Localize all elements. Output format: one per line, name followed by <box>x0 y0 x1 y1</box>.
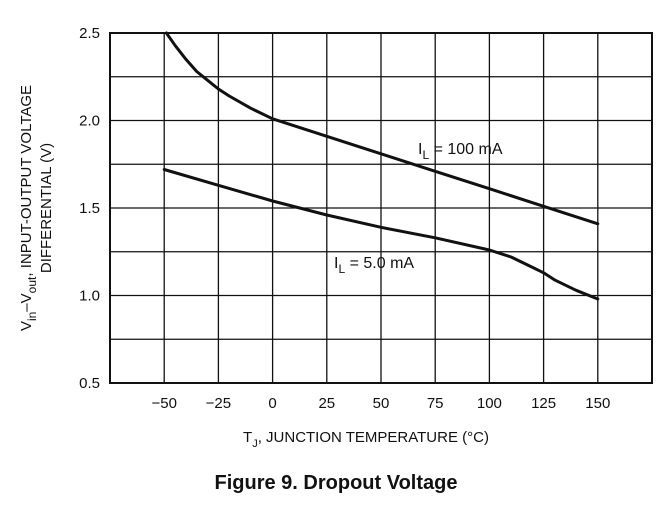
x-tick-label: 100 <box>477 395 502 412</box>
data-series <box>162 31 600 301</box>
y-tick-labels: 0.5 1.0 1.5 2.0 2.5 <box>79 25 100 392</box>
x-tick-label: 50 <box>373 395 390 412</box>
y-tick-label: 1.5 <box>79 200 100 217</box>
y-axis-title-line1: Vin–Vout, INPUT-OUTPUT VOLTAGE <box>18 85 39 331</box>
x-axis-title: TJ, JUNCTION TEMPERATURE (°C) <box>243 429 489 450</box>
x-tick-label: −25 <box>206 395 231 412</box>
y-axis-title: Vin–Vout, INPUT-OUTPUT VOLTAGE DIFFERENT… <box>18 85 55 331</box>
y-tick-label: 1.0 <box>79 288 100 305</box>
series-label-5ma: IL = 5.0 mA <box>334 255 414 276</box>
x-tick-label: 150 <box>585 395 610 412</box>
plot-frame <box>109 32 653 384</box>
x-tick-label: 125 <box>531 395 556 412</box>
series-line-1 <box>162 168 600 301</box>
x-tick-labels: −50 −25 0 25 50 75 100 125 150 <box>151 395 610 412</box>
y-tick-label: 2.5 <box>79 25 100 42</box>
x-tick-label: 25 <box>318 395 335 412</box>
x-tick-label: −50 <box>151 395 176 412</box>
y-axis-title-line2: DIFFERENTIAL (V) <box>38 143 55 273</box>
y-tick-label: 0.5 <box>79 375 100 392</box>
grid-lines <box>110 33 652 383</box>
dropout-voltage-chart: 0.5 1.0 1.5 2.0 2.5 −50 −25 0 25 50 75 100 125 150 I… <box>18 25 653 450</box>
series-label-100ma: IL = 100 mA <box>418 141 503 162</box>
x-tick-label: 0 <box>268 395 276 412</box>
x-tick-label: 75 <box>427 395 444 412</box>
series-line-0 <box>164 31 600 226</box>
y-tick-label: 2.0 <box>79 113 100 130</box>
figure-caption: Figure 9. Dropout Voltage <box>214 472 458 494</box>
